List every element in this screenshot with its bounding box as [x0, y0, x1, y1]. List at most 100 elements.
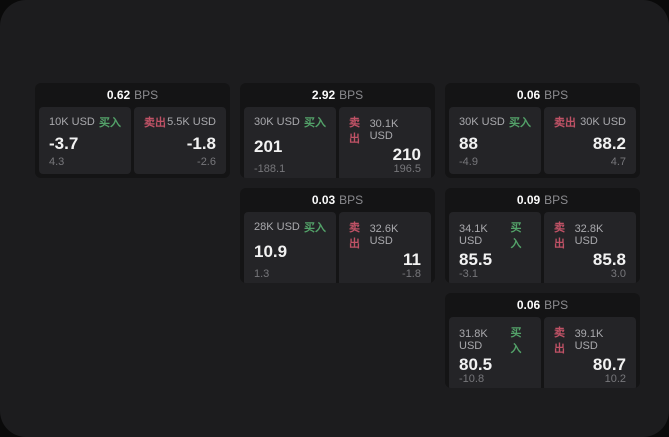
buy-panel[interactable]: 34.1K USD 买入 85.5 -3.1 [449, 212, 541, 283]
sell-panel-header: 卖出 32.6K USD [349, 219, 421, 251]
sell-tag: 卖出 [349, 117, 360, 145]
quote-card: 0.09 BPS 34.1K USD 买入 85.5 -3.1 卖出 32.8K… [445, 188, 640, 283]
bps-value: 2.92 [311, 88, 336, 102]
buy-panel[interactable]: 31.8K USD 买入 80.5 -10.8 [449, 317, 541, 388]
sell-panel-header: 卖出 32.8K USD [554, 219, 626, 251]
bps-unit: BPS [339, 88, 364, 102]
buy-change: 4.3 [49, 156, 65, 168]
sell-amount: 39.1K USD [574, 328, 604, 352]
buy-tag: 买入 [509, 117, 531, 129]
sell-panel[interactable]: 卖出 32.6K USD 11 -1.8 [339, 212, 431, 283]
buy-panel-header: 10K USD 买入 [49, 114, 121, 130]
panels: 28K USD 买入 10.9 1.3 卖出 32.6K USD 11 -1.8 [240, 212, 435, 283]
sell-tag: 卖出 [554, 117, 576, 129]
buy-change: -3.1 [459, 268, 478, 280]
card-header: 0.06 BPS [445, 83, 640, 107]
buy-change: -188.1 [254, 163, 286, 175]
sell-price: 80.7 [592, 355, 626, 374]
sell-amount: 30.1K USD [369, 118, 399, 142]
sell-tag: 卖出 [554, 327, 565, 355]
card-header: 0.03 BPS [240, 188, 435, 212]
bps-value: 0.06 [516, 298, 541, 312]
sell-tag: 卖出 [554, 222, 565, 250]
sell-panel[interactable]: 卖出 30K USD 88.2 4.7 [544, 107, 636, 174]
sell-change: 196.5 [393, 163, 421, 175]
sell-change: -1.8 [402, 268, 421, 280]
sell-price: 210 [392, 145, 421, 164]
buy-tag: 买入 [510, 222, 522, 250]
sell-change: 3.0 [610, 268, 626, 280]
quote-card: 2.92 BPS 30K USD 买入 201 -188.1 卖出 30.1K … [240, 83, 435, 178]
panels: 30K USD 买入 88 -4.9 卖出 30K USD 88.2 4.7 [445, 107, 640, 178]
panels: 31.8K USD 买入 80.5 -10.8 卖出 39.1K USD 80.… [445, 317, 640, 388]
sell-panel[interactable]: 卖出 39.1K USD 80.7 10.2 [544, 317, 636, 388]
buy-panel-header: 30K USD 买入 [254, 114, 326, 130]
sell-panel-header: 卖出 30.1K USD [349, 114, 421, 146]
sell-price: -1.8 [186, 133, 216, 153]
bps-unit: BPS [339, 193, 364, 207]
panels: 10K USD 买入 -3.7 4.3 卖出 5.5K USD -1.8 -2.… [35, 107, 230, 178]
sell-price: 85.8 [592, 250, 626, 269]
sell-change: 10.2 [604, 373, 626, 385]
quote-card: 0.06 BPS 30K USD 买入 88 -4.9 卖出 30K USD [445, 83, 640, 178]
bps-value: 0.09 [516, 193, 541, 207]
buy-change: 1.3 [254, 268, 270, 280]
quote-card: 0.06 BPS 31.8K USD 买入 80.5 -10.8 卖出 39.1… [445, 293, 640, 388]
card-header: 0.62 BPS [35, 83, 230, 107]
buy-amount: 31.8K USD [459, 328, 488, 352]
sell-change: 4.7 [610, 156, 626, 168]
sell-amount: 30K USD [580, 116, 626, 128]
buy-change: -10.8 [459, 373, 485, 385]
buy-panel-header: 34.1K USD 买入 [459, 219, 531, 251]
buy-tag: 买入 [99, 117, 121, 129]
buy-panel-header: 31.8K USD 买入 [459, 324, 531, 356]
buy-price: 201 [254, 137, 283, 156]
buy-price: 10.9 [254, 242, 288, 261]
buy-amount: 10K USD [49, 116, 95, 128]
sell-price: 11 [403, 250, 421, 269]
sell-panel[interactable]: 卖出 30.1K USD 210 196.5 [339, 107, 431, 178]
sell-amount: 5.5K USD [167, 116, 216, 128]
buy-tag: 买入 [510, 327, 522, 355]
buy-amount: 30K USD [459, 116, 505, 128]
sell-panel[interactable]: 卖出 32.8K USD 85.8 3.0 [544, 212, 636, 283]
panels: 34.1K USD 买入 85.5 -3.1 卖出 32.8K USD 85.8… [445, 212, 640, 283]
buy-panel[interactable]: 28K USD 买入 10.9 1.3 [244, 212, 336, 283]
buy-tag: 买入 [304, 117, 326, 129]
buy-price: -3.7 [49, 133, 79, 153]
sell-amount: 32.8K USD [574, 223, 604, 247]
sell-price: 88.2 [592, 133, 626, 153]
bps-value: 0.03 [311, 193, 336, 207]
buy-price: 80.5 [459, 355, 493, 374]
bps-value: 0.06 [516, 88, 541, 102]
bps-value: 0.62 [106, 88, 131, 102]
buy-tag: 买入 [304, 222, 326, 234]
buy-panel-header: 28K USD 买入 [254, 219, 326, 235]
sell-change: -2.6 [197, 156, 216, 168]
buy-amount: 28K USD [254, 221, 300, 233]
sell-panel-header: 卖出 30K USD [554, 114, 626, 130]
sell-panel-header: 卖出 39.1K USD [554, 324, 626, 356]
buy-price: 85.5 [459, 250, 493, 269]
buy-panel[interactable]: 30K USD 买入 201 -188.1 [244, 107, 336, 178]
buy-amount: 34.1K USD [459, 223, 488, 247]
bps-unit: BPS [134, 88, 159, 102]
buy-amount: 30K USD [254, 116, 300, 128]
card-header: 2.92 BPS [240, 83, 435, 107]
buy-price: 88 [459, 133, 478, 153]
quote-card: 0.62 BPS 10K USD 买入 -3.7 4.3 卖出 5.5K USD [35, 83, 230, 178]
sell-tag: 卖出 [349, 222, 360, 250]
buy-panel[interactable]: 10K USD 买入 -3.7 4.3 [39, 107, 131, 174]
sell-panel[interactable]: 卖出 5.5K USD -1.8 -2.6 [134, 107, 226, 174]
card-header: 0.06 BPS [445, 293, 640, 317]
quote-card: 0.03 BPS 28K USD 买入 10.9 1.3 卖出 32.6K US… [240, 188, 435, 283]
bps-unit: BPS [544, 88, 569, 102]
sell-amount: 32.6K USD [369, 223, 399, 247]
quote-grid: 0.62 BPS 10K USD 买入 -3.7 4.3 卖出 5.5K USD [35, 83, 640, 388]
bps-unit: BPS [544, 298, 569, 312]
buy-panel[interactable]: 30K USD 买入 88 -4.9 [449, 107, 541, 174]
card-header: 0.09 BPS [445, 188, 640, 212]
bps-unit: BPS [544, 193, 569, 207]
panels: 30K USD 买入 201 -188.1 卖出 30.1K USD 210 1… [240, 107, 435, 178]
